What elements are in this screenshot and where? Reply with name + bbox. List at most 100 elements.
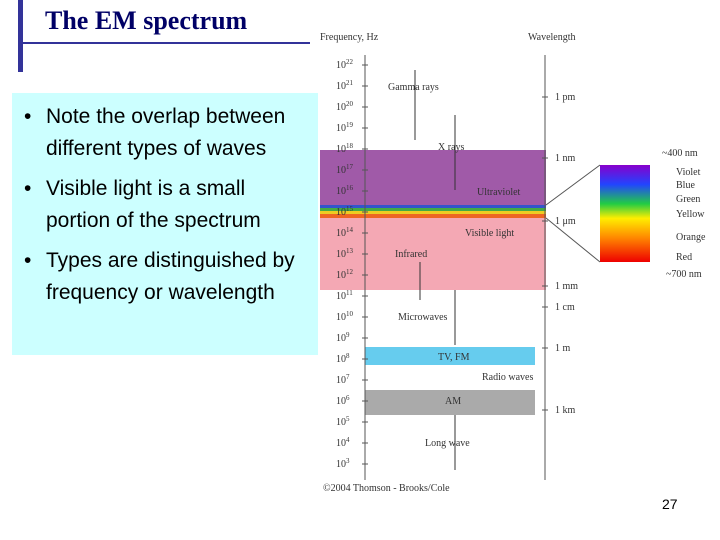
frequency-label: 1012	[336, 268, 354, 281]
band-label: X rays	[438, 142, 464, 153]
frequency-base: 10	[336, 375, 346, 386]
frequency-exponent: 5	[346, 415, 350, 423]
visible-strip	[320, 214, 546, 218]
bullet: Note the overlap between different types…	[20, 101, 312, 165]
frequency-label: 1019	[336, 121, 354, 134]
frequency-exponent: 11	[346, 289, 353, 297]
color-label: Red	[676, 252, 692, 263]
bullet-box: Note the overlap between different types…	[12, 93, 318, 355]
visible-spectrum	[600, 165, 650, 262]
band-label: TV, FM	[438, 352, 470, 363]
visible-strip	[320, 205, 546, 208]
band-label: Infrared	[395, 249, 427, 260]
frequency-base: 10	[336, 228, 346, 239]
frequency-label: 1017	[336, 163, 354, 176]
frequency-exponent: 17	[346, 163, 354, 171]
frequency-base: 10	[336, 60, 346, 71]
frequency-base: 10	[336, 291, 346, 302]
frequency-exponent: 4	[346, 436, 350, 444]
frequency-exponent: 15	[346, 205, 354, 213]
frequency-label: 1018	[336, 142, 354, 155]
frequency-label: 108	[336, 352, 350, 365]
band-label: Ultraviolet	[477, 187, 521, 198]
frequency-base: 10	[336, 81, 346, 92]
frequency-header: Frequency, Hz	[320, 32, 379, 43]
credit: ©2004 Thomson - Brooks/Cole	[323, 483, 450, 494]
wavelength-label: 1 pm	[555, 92, 576, 103]
wavelength-label: 1 nm	[555, 153, 576, 164]
frequency-label: 109	[336, 331, 350, 344]
color-label: Violet	[676, 167, 701, 178]
frequency-exponent: 6	[346, 394, 350, 402]
frequency-base: 10	[336, 417, 346, 428]
tvfm-band	[365, 347, 535, 365]
frequency-base: 10	[336, 144, 346, 155]
bullet: Types are distinguished by frequency or …	[20, 245, 312, 309]
frequency-label: 1013	[336, 247, 354, 260]
zoom-line	[545, 164, 601, 206]
frequency-base: 10	[336, 102, 346, 113]
frequency-exponent: 21	[346, 79, 354, 87]
frequency-exponent: 8	[346, 352, 350, 360]
frequency-label: 103	[336, 457, 350, 470]
frequency-base: 10	[336, 459, 346, 470]
frequency-base: 10	[336, 165, 346, 176]
frequency-label: 1011	[336, 289, 353, 302]
uv-band	[320, 150, 546, 212]
wavelength-label: 1 m	[555, 343, 571, 354]
band-label: Microwaves	[398, 312, 448, 323]
frequency-label: 1014	[336, 226, 354, 239]
frequency-exponent: 7	[346, 373, 350, 381]
frequency-exponent: 3	[346, 457, 350, 465]
visible-limit: ~400 nm	[662, 148, 698, 159]
wavelength-label: 1 cm	[555, 302, 575, 313]
frequency-exponent: 14	[346, 226, 354, 234]
frequency-base: 10	[336, 333, 346, 344]
frequency-exponent: 22	[346, 58, 354, 66]
color-label: Green	[676, 194, 700, 205]
frequency-base: 10	[336, 249, 346, 260]
color-label: Orange	[676, 232, 706, 243]
visible-limit: ~700 nm	[666, 269, 702, 280]
visible-strip	[320, 208, 546, 211]
frequency-label: 105	[336, 415, 350, 428]
band-label: AM	[445, 396, 461, 407]
frequency-label: 1015	[336, 205, 354, 218]
bullet: Visible light is a small portion of the …	[20, 173, 312, 237]
visible-strip	[320, 211, 546, 214]
wavelength-label: 1 μm	[555, 216, 576, 227]
frequency-base: 10	[336, 186, 346, 197]
frequency-label: 1016	[336, 184, 354, 197]
wavelength-label: 1 km	[555, 405, 576, 416]
frequency-label: 104	[336, 436, 350, 449]
frequency-exponent: 16	[346, 184, 354, 192]
slide-title: The EM spectrum	[45, 6, 248, 35]
frequency-label: 106	[336, 394, 350, 407]
frequency-exponent: 18	[346, 142, 354, 150]
frequency-base: 10	[336, 312, 346, 323]
frequency-exponent: 9	[346, 331, 350, 339]
frequency-base: 10	[336, 354, 346, 365]
frequency-exponent: 10	[346, 310, 354, 318]
frequency-base: 10	[336, 270, 346, 281]
frequency-exponent: 19	[346, 121, 354, 129]
zoom-line	[545, 217, 601, 263]
frequency-base: 10	[336, 123, 346, 134]
frequency-base: 10	[336, 207, 346, 218]
frequency-base: 10	[336, 396, 346, 407]
wavelength-label: 1 mm	[555, 281, 578, 292]
accent-bar	[18, 0, 23, 72]
frequency-exponent: 12	[346, 268, 354, 276]
band-label: Long wave	[425, 438, 470, 449]
am-band	[365, 390, 535, 415]
frequency-label: 1022	[336, 58, 354, 71]
band-label: Gamma rays	[388, 82, 439, 93]
ir-band	[320, 218, 546, 290]
color-label: Blue	[676, 180, 695, 191]
frequency-label: 1020	[336, 100, 354, 113]
band-label: Visible light	[465, 228, 514, 239]
color-label: Yellow	[676, 209, 705, 220]
frequency-exponent: 13	[346, 247, 354, 255]
